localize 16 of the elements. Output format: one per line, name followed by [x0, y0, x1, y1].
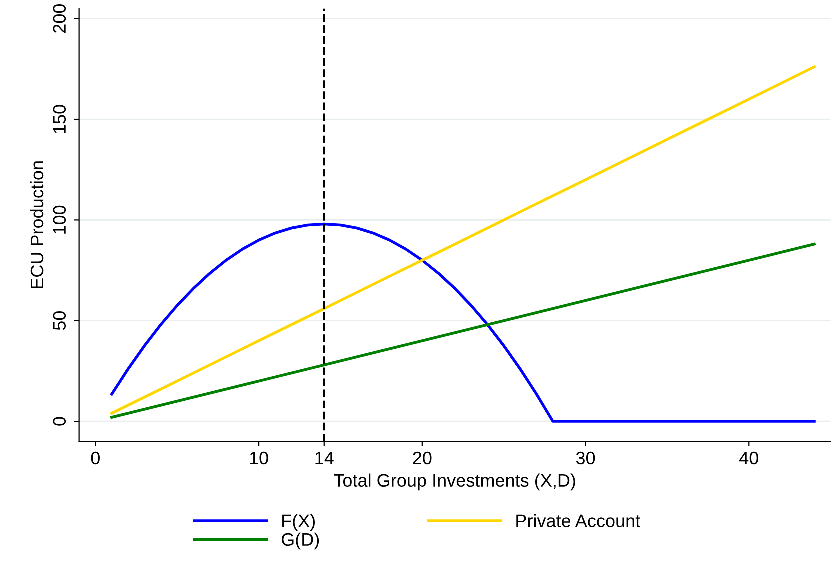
- y-tick-label: 0: [53, 417, 66, 426]
- legend-label: F(X): [282, 514, 316, 532]
- x-tick-label: 10: [250, 452, 268, 465]
- x-tick-label: 30: [576, 452, 596, 465]
- legend-label: G(D): [282, 532, 320, 550]
- y-tick-label: 100: [53, 206, 66, 234]
- x-tick-label: 40: [740, 452, 758, 465]
- y-axis-title: ECU Production: [30, 162, 44, 288]
- y-tick-label: 150: [53, 105, 66, 134]
- y-tick-label: 50: [53, 312, 66, 330]
- x-axis-title: Total Group Investments (X,D): [334, 474, 576, 491]
- legend-label: Private Account: [516, 514, 640, 528]
- x-tick-label: 0: [91, 452, 100, 465]
- y-tick-label: 200: [53, 4, 66, 33]
- x-tick-label: 20: [413, 452, 432, 465]
- x-tick-label: 14: [316, 452, 334, 464]
